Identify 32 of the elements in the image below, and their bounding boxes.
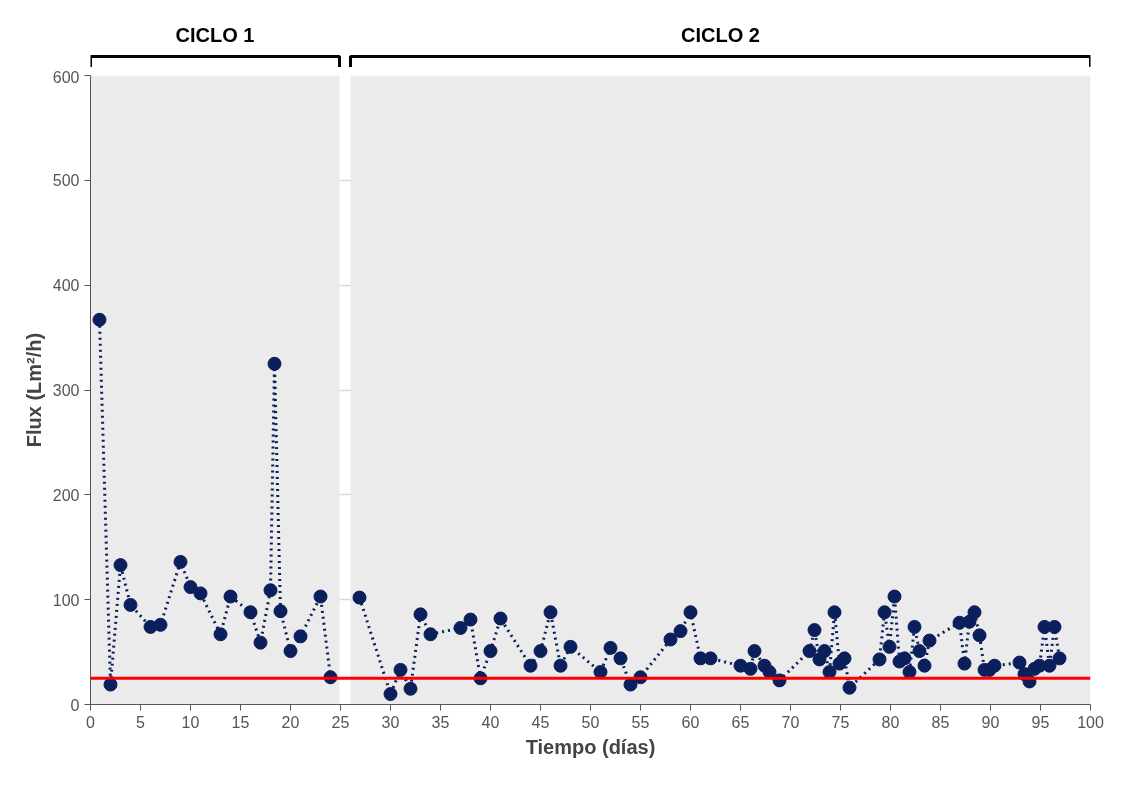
y-tick-label: 200 (52, 486, 80, 504)
x-tick-label: 55 (631, 713, 650, 731)
y-tick-label: 400 (52, 277, 80, 295)
band-label: CICLO 2 (681, 24, 760, 46)
x-tick-label: 5 (136, 713, 146, 731)
y-tick-label: 100 (52, 591, 80, 609)
x-tick-label: 90 (981, 713, 1000, 731)
x-tick-label: 10 (181, 713, 200, 731)
band-label: CICLO 1 (175, 24, 255, 46)
x-tick-label: 80 (881, 713, 900, 731)
x-tick-label: 15 (231, 713, 250, 731)
x-tick-label: 65 (731, 713, 750, 731)
x-tick-label: 35 (431, 713, 450, 731)
x-tick-label: 85 (931, 713, 950, 731)
y-axis-title: Flux (Lm²/h) (22, 332, 45, 448)
y-tick-label: 0 (70, 696, 80, 714)
x-tick-label: 100 (1077, 713, 1104, 731)
x-tick-label: 25 (331, 713, 350, 731)
x-tick-label: 60 (681, 713, 700, 731)
x-tick-label: 45 (531, 713, 550, 731)
x-tick-label: 50 (581, 713, 600, 731)
x-tick-label: 75 (831, 713, 850, 731)
y-tick-label: 500 (52, 172, 80, 190)
y-tick-label: 600 (52, 68, 80, 86)
x-tick-label: 20 (281, 713, 300, 731)
y-tick-label: 300 (52, 382, 80, 399)
x-axis-title: Tiempo (días) (525, 735, 656, 758)
x-tick-label: 70 (781, 713, 800, 731)
x-tick-label: 40 (481, 713, 500, 731)
x-tick-label: 30 (381, 713, 400, 731)
x-tick-label: 95 (1031, 713, 1050, 731)
x-tick-label: 0 (86, 713, 96, 731)
